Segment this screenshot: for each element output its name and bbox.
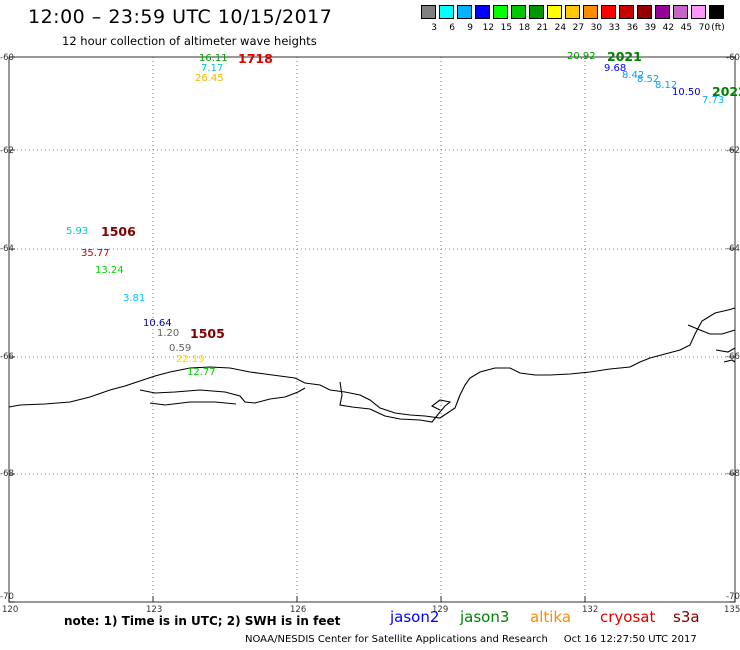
lon-label: 120: [2, 605, 19, 615]
lat-label-right: -68: [726, 469, 740, 479]
coast-east-cape: [715, 347, 736, 353]
ice-shelf-outline: [139, 387, 306, 404]
wave-height-value: 3.81: [123, 293, 146, 304]
legend-swatch: [439, 5, 454, 19]
lat-label: -66: [0, 352, 14, 362]
legend-swatch: [655, 5, 670, 19]
satellite-label-s3a: s3a: [673, 608, 700, 626]
legend-swatch: [673, 5, 688, 19]
lat-label: -60: [0, 53, 14, 63]
legend-swatch: [601, 5, 616, 19]
lat-label-right: -60: [726, 53, 740, 63]
legend-label: 30: [590, 23, 603, 33]
legend-swatch: [511, 5, 526, 19]
credit-line: NOAA/NESDIS Center for Satellite Applica…: [245, 634, 697, 645]
wave-height-value: 9.68: [604, 63, 627, 74]
credit-text: NOAA/NESDIS Center for Satellite Applica…: [245, 634, 548, 645]
legend-swatch: [637, 5, 652, 19]
lat-label: -62: [0, 146, 14, 156]
legend-label: 42: [662, 23, 675, 33]
wave-height-value: 8.12: [655, 80, 678, 91]
lon-label: 123: [146, 605, 163, 615]
legend-label: (ft): [711, 23, 725, 33]
legend-swatch: [619, 5, 634, 19]
legend-label: 12: [482, 23, 495, 33]
lat-label-right: -66: [726, 352, 740, 362]
legend-label: 33: [608, 23, 621, 33]
legend-label: 6: [449, 23, 456, 33]
wave-height-value: 16.11: [199, 53, 228, 64]
track-label: 1505: [190, 326, 225, 341]
legend-swatch: [421, 5, 436, 19]
legend-swatch: [583, 5, 598, 19]
wave-height-value: 10.50: [672, 87, 701, 98]
wave-height-value: 10.64: [143, 318, 172, 329]
coast-east-bay: [687, 324, 736, 335]
chart-subtitle: 12 hour collection of altimeter wave hei…: [62, 34, 317, 48]
satellite-label-altika: altika: [530, 608, 572, 626]
coast-east-lower: [723, 359, 736, 363]
legend-label: 15: [500, 23, 513, 33]
wave-height-value: 22.19: [176, 354, 205, 365]
legend-label: 45: [680, 23, 693, 33]
legend-swatch: [475, 5, 490, 19]
legend-swatch: [709, 5, 724, 19]
lon-label: 135: [724, 605, 740, 615]
satellite-label-jason2: jason2: [390, 608, 440, 626]
generated-timestamp: Oct 16 12:27:50 UTC 2017: [563, 634, 697, 645]
legend-swatch: [547, 5, 562, 19]
graticule: [9, 57, 735, 602]
wave-height-value: 8.42: [622, 70, 645, 81]
lat-label: -64: [0, 244, 14, 254]
peninsula-outline: [339, 381, 452, 423]
wave-height-value: 1.20: [157, 328, 180, 339]
lat-label: -70: [0, 592, 14, 602]
wave-height-value: 5.93: [66, 226, 89, 237]
wave-height-value: 7.17: [201, 63, 224, 74]
legend-label: 3: [431, 23, 438, 33]
legend-label: 70: [698, 23, 711, 33]
track-label: 1718: [238, 51, 273, 66]
chart-title: 12:00 – 23:59 UTC 10/15/2017: [28, 6, 333, 28]
lon-label: 129: [432, 605, 449, 615]
legend-label: 9: [467, 23, 474, 33]
lat-label-right: -62: [726, 146, 740, 156]
lon-label: 132: [582, 605, 599, 615]
ice-shelf-outline-2: [149, 401, 237, 406]
map-frame: [8, 56, 736, 603]
legend-label: 27: [572, 23, 585, 33]
legend-swatch: [493, 5, 508, 19]
wave-height-value: 7.73: [702, 95, 725, 106]
legend-label: 39: [644, 23, 657, 33]
satellite-label-cryosat: cryosat: [600, 608, 656, 626]
wave-height-value: 12.77: [187, 367, 216, 378]
lat-label-right: -64: [726, 244, 740, 254]
satellite-label-jason3: jason3: [460, 608, 510, 626]
lat-label: -68: [0, 469, 14, 479]
footer-note: note: 1) Time is in UTC; 2) SWH is in fe…: [64, 614, 341, 628]
track-label: 2022: [712, 84, 740, 99]
axis-ticks: [8, 56, 736, 603]
wave-height-value: 8.52: [637, 74, 660, 85]
wave-height-value: 0.59: [169, 343, 192, 354]
wave-height-value: 35.77: [81, 248, 110, 259]
lat-label-right: -70: [726, 592, 740, 602]
legend-label: 21: [536, 23, 549, 33]
legend-label: 36: [626, 23, 639, 33]
legend-swatch: [565, 5, 580, 19]
legend-label: 18: [518, 23, 531, 33]
legend-swatch: [529, 5, 544, 19]
wave-height-value: 26.45: [195, 73, 224, 84]
track-label: 1506: [101, 224, 136, 239]
lon-label: 126: [290, 605, 307, 615]
wave-height-value: 13.24: [95, 265, 124, 276]
antarctic-coastline: [8, 307, 736, 419]
legend-swatch: [457, 5, 472, 19]
track-label: 2021: [607, 49, 642, 64]
legend-label: 24: [554, 23, 567, 33]
wave-height-value: 20.92: [567, 51, 596, 62]
legend-swatch: [691, 5, 706, 19]
